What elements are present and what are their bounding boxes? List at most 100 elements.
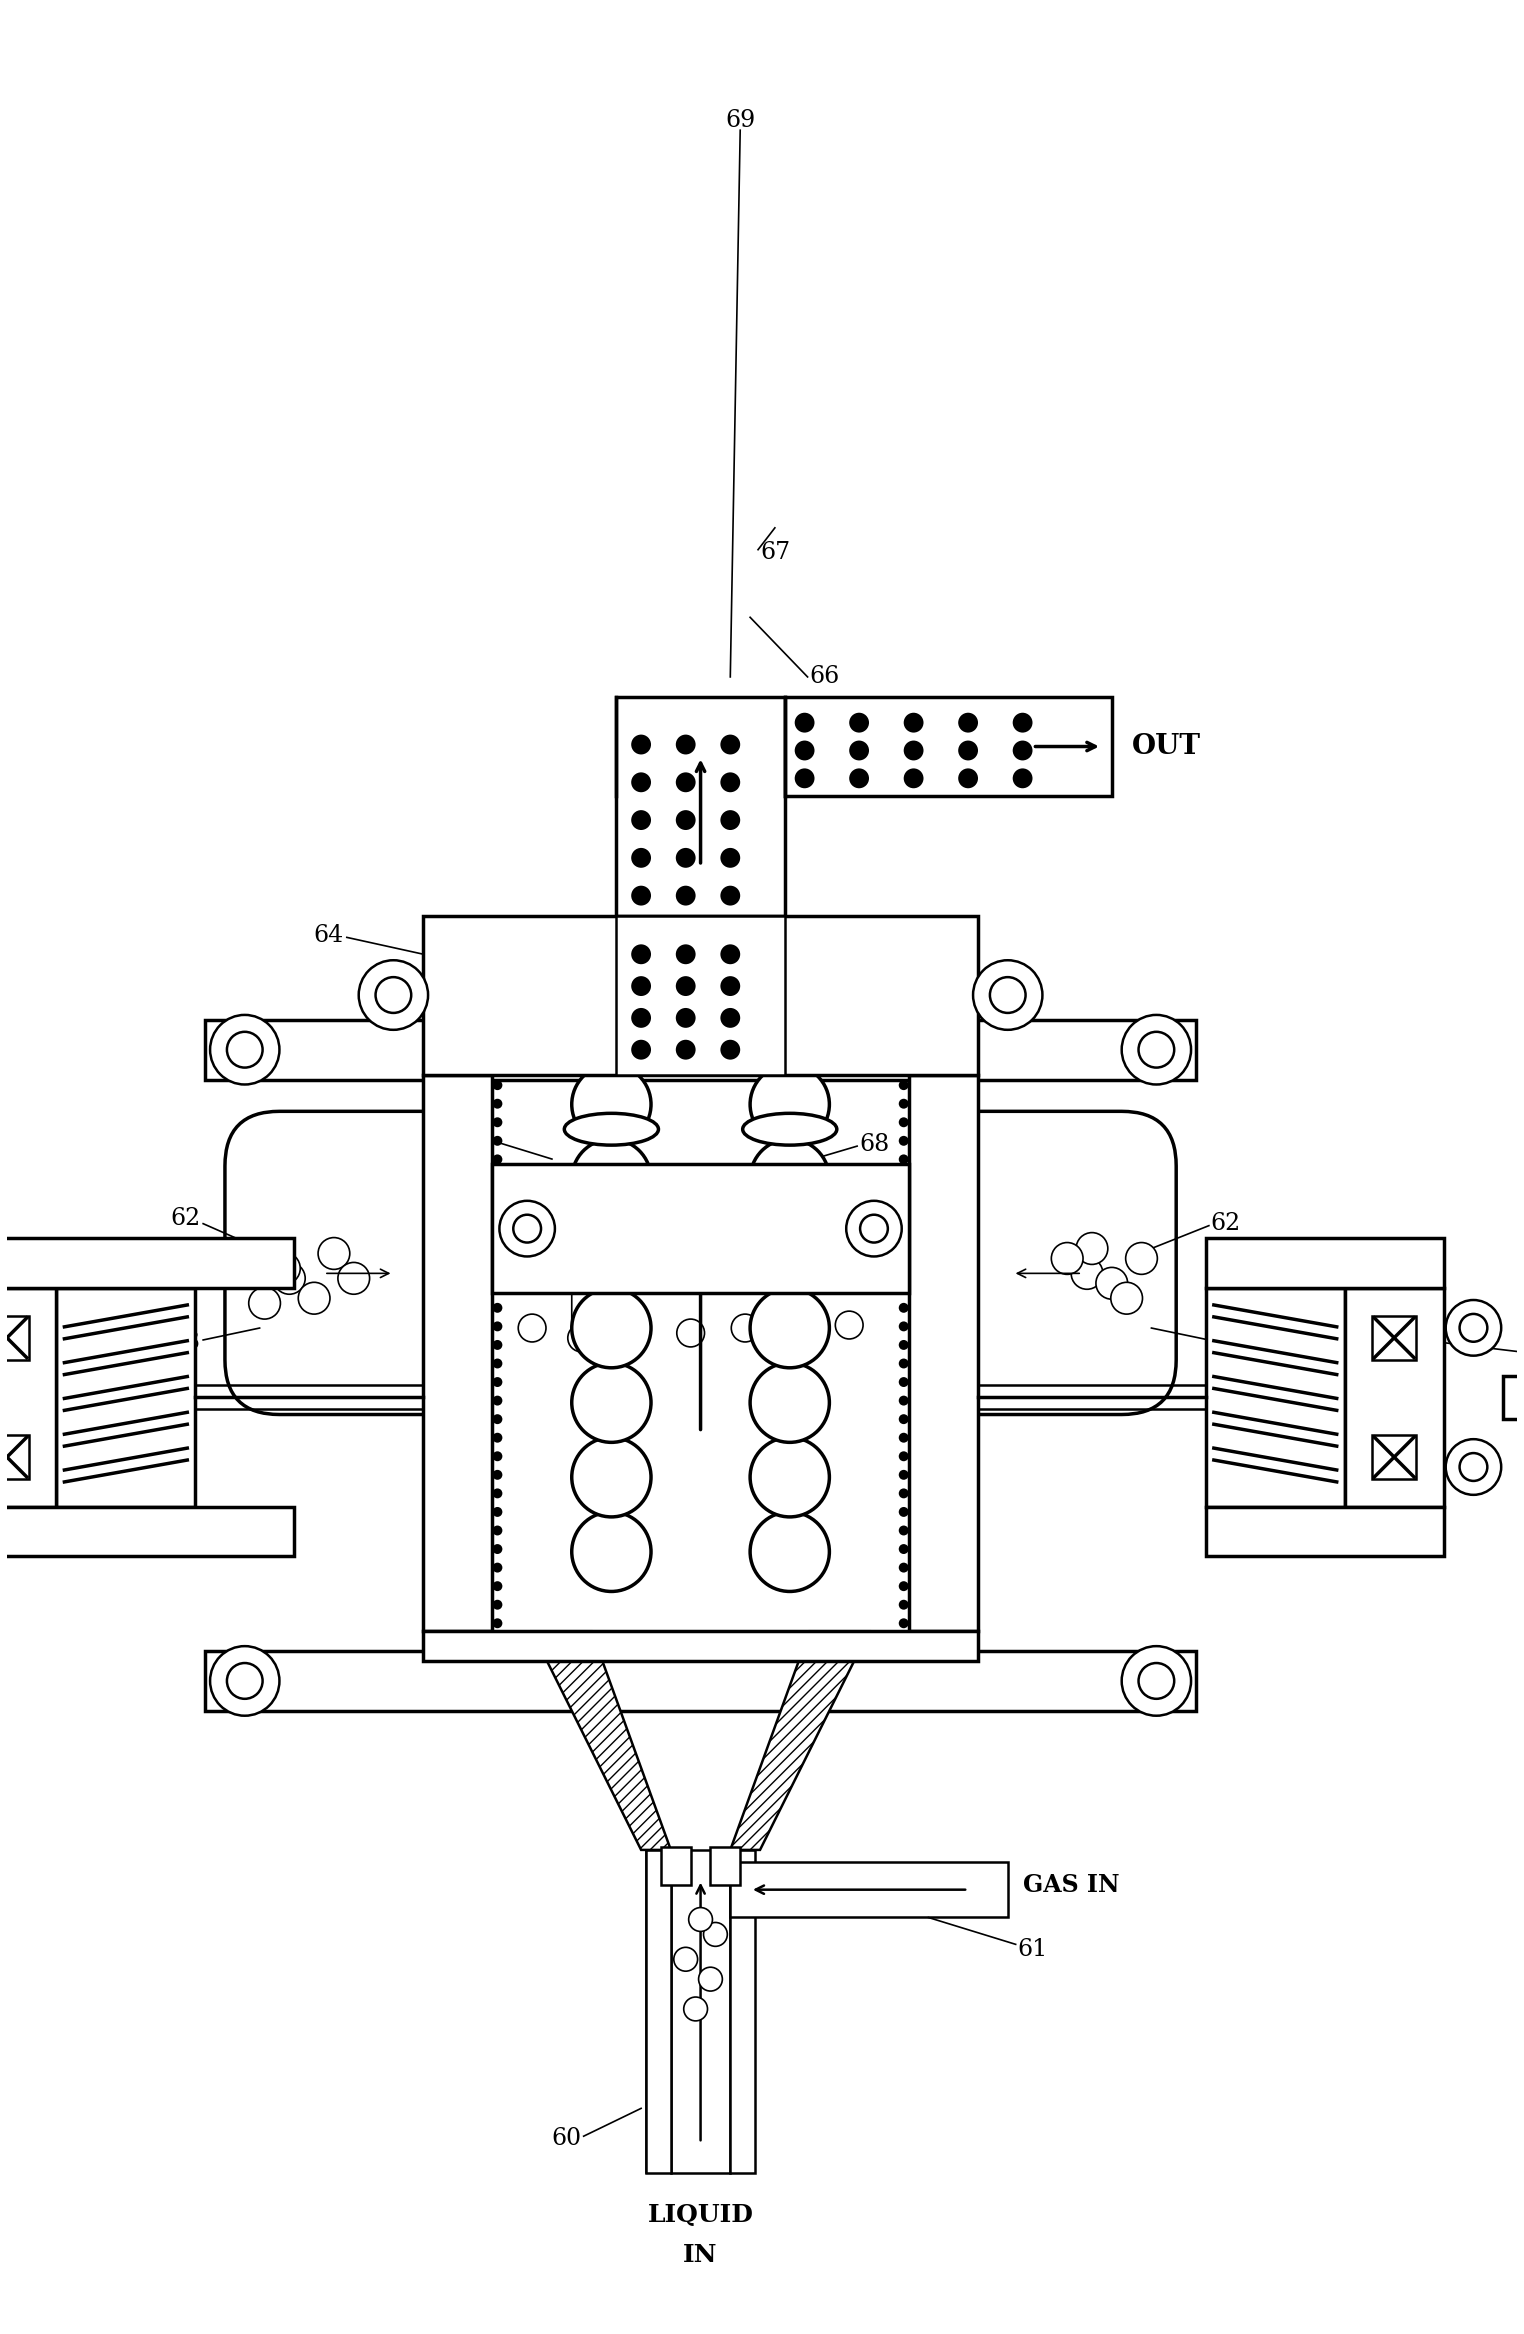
Bar bbox=[1373, 1316, 1416, 1361]
Circle shape bbox=[492, 1340, 503, 1349]
Bar bbox=[424, 1074, 492, 1631]
Circle shape bbox=[631, 773, 651, 791]
Circle shape bbox=[492, 1396, 503, 1405]
Polygon shape bbox=[532, 1631, 671, 1851]
Circle shape bbox=[492, 1599, 503, 1610]
Circle shape bbox=[338, 1263, 370, 1295]
Circle shape bbox=[210, 1645, 279, 1715]
Bar bbox=[424, 1631, 978, 1662]
Bar bbox=[56, 1288, 195, 1508]
Bar bbox=[0, 1316, 29, 1361]
Circle shape bbox=[899, 1617, 908, 1629]
Circle shape bbox=[1012, 768, 1033, 789]
Bar bbox=[0, 1239, 294, 1288]
Bar bbox=[0, 1508, 294, 1557]
Circle shape bbox=[622, 1312, 651, 1340]
Circle shape bbox=[899, 1155, 908, 1165]
Bar bbox=[1205, 1508, 1443, 1557]
Circle shape bbox=[721, 1008, 741, 1027]
Text: S: S bbox=[643, 1193, 660, 1216]
Circle shape bbox=[210, 1015, 279, 1085]
Circle shape bbox=[358, 959, 428, 1029]
Circle shape bbox=[899, 1580, 908, 1592]
Circle shape bbox=[273, 1263, 305, 1295]
Circle shape bbox=[899, 1137, 908, 1146]
Bar bbox=[730, 1863, 1007, 1916]
Circle shape bbox=[899, 1377, 908, 1386]
Bar bbox=[1205, 1239, 1443, 1288]
Circle shape bbox=[794, 768, 814, 789]
Circle shape bbox=[675, 885, 695, 906]
Circle shape bbox=[899, 1081, 908, 1090]
Circle shape bbox=[899, 1246, 908, 1258]
Circle shape bbox=[899, 1452, 908, 1461]
Circle shape bbox=[492, 1489, 503, 1498]
Bar bbox=[424, 1074, 492, 1631]
Bar bbox=[1205, 1288, 1344, 1508]
Circle shape bbox=[721, 773, 741, 791]
Circle shape bbox=[899, 1118, 908, 1127]
Bar bbox=[908, 1074, 978, 1631]
Bar bbox=[785, 698, 1113, 796]
Circle shape bbox=[1012, 740, 1033, 761]
Circle shape bbox=[492, 1508, 503, 1517]
Ellipse shape bbox=[742, 1167, 837, 1200]
Circle shape bbox=[675, 1039, 695, 1060]
Circle shape bbox=[1126, 1242, 1157, 1274]
Circle shape bbox=[899, 1396, 908, 1405]
Circle shape bbox=[631, 1039, 651, 1060]
Circle shape bbox=[631, 735, 651, 754]
Text: 67: 67 bbox=[760, 541, 789, 565]
Text: LIQUID: LIQUID bbox=[648, 2203, 753, 2227]
Circle shape bbox=[899, 1564, 908, 1573]
Circle shape bbox=[227, 1032, 262, 1067]
Circle shape bbox=[608, 1193, 634, 1218]
Circle shape bbox=[750, 1363, 829, 1442]
Bar bbox=[206, 1650, 1196, 1711]
Circle shape bbox=[860, 1214, 888, 1242]
Circle shape bbox=[492, 1137, 503, 1146]
Bar bbox=[0, 1435, 29, 1480]
Circle shape bbox=[675, 810, 695, 831]
Circle shape bbox=[518, 1314, 546, 1342]
Bar bbox=[0, 1508, 294, 1557]
Bar bbox=[492, 1165, 908, 1293]
Circle shape bbox=[319, 1237, 351, 1270]
Circle shape bbox=[492, 1564, 503, 1573]
Text: 68: 68 bbox=[860, 1132, 890, 1155]
Circle shape bbox=[899, 1209, 908, 1221]
Bar bbox=[1205, 1508, 1443, 1557]
Circle shape bbox=[572, 1288, 651, 1368]
Circle shape bbox=[1052, 1242, 1084, 1274]
Circle shape bbox=[492, 1545, 503, 1554]
Circle shape bbox=[707, 1190, 733, 1216]
Circle shape bbox=[689, 1907, 712, 1933]
Circle shape bbox=[572, 1512, 651, 1592]
Circle shape bbox=[500, 1200, 555, 1256]
Circle shape bbox=[812, 1195, 837, 1221]
Circle shape bbox=[492, 1377, 503, 1386]
Bar bbox=[206, 1650, 1196, 1711]
Circle shape bbox=[492, 1452, 503, 1461]
Circle shape bbox=[1122, 1015, 1192, 1085]
Circle shape bbox=[675, 847, 695, 868]
Circle shape bbox=[227, 1664, 262, 1699]
Circle shape bbox=[721, 1039, 741, 1060]
Circle shape bbox=[1460, 1454, 1487, 1480]
Circle shape bbox=[794, 740, 814, 761]
Circle shape bbox=[268, 1253, 300, 1284]
Circle shape bbox=[631, 810, 651, 831]
Text: 61: 61 bbox=[1018, 1937, 1049, 1961]
Bar bbox=[1344, 1288, 1443, 1508]
Circle shape bbox=[631, 1008, 651, 1027]
Circle shape bbox=[1076, 1232, 1108, 1265]
Circle shape bbox=[631, 847, 651, 868]
Text: 66: 66 bbox=[809, 665, 840, 689]
Circle shape bbox=[899, 1265, 908, 1277]
Bar bbox=[0, 1239, 294, 1288]
Circle shape bbox=[492, 1265, 503, 1277]
Bar bbox=[492, 1074, 908, 1631]
Circle shape bbox=[721, 847, 741, 868]
Text: OUT: OUT bbox=[1132, 733, 1201, 761]
Circle shape bbox=[492, 1174, 503, 1183]
